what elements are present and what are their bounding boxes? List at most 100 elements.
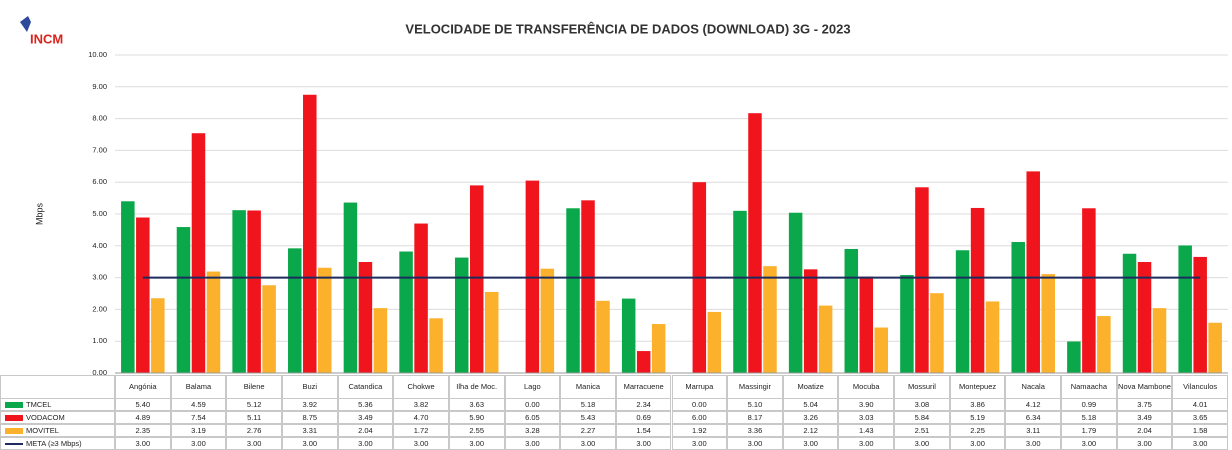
table-value: 2.12 [782, 424, 839, 437]
bar [1137, 262, 1152, 373]
table-value: 3.03 [838, 411, 895, 424]
logo: INCM [30, 31, 63, 46]
table-value: 3.00 [615, 437, 672, 450]
y-tick-label: 7.00 [92, 145, 107, 154]
table-value: 5.11 [226, 411, 282, 424]
table-value: 3.63 [448, 398, 505, 411]
legend-label: META (≥3 Mbps) [26, 438, 82, 448]
bar [358, 262, 373, 373]
y-tick-label: 4.00 [92, 241, 107, 250]
table-value: 3.00 [1172, 437, 1228, 450]
table-value: 3.00 [949, 437, 1006, 450]
table-value: 4.12 [1005, 398, 1062, 411]
table-value: 3.08 [894, 398, 950, 411]
table-value: 7.54 [170, 411, 227, 424]
table-value: 5.18 [560, 398, 616, 411]
x-tick-label: Chokwe [393, 375, 449, 399]
y-tick-label: 0.00 [92, 368, 107, 377]
bar [206, 271, 221, 373]
x-tick-label: Mossuril [894, 375, 950, 399]
table-value: 3.00 [226, 437, 282, 450]
legend-label: TMCEL [26, 399, 52, 409]
table-value: 4.89 [115, 411, 171, 424]
table-value: 3.00 [782, 437, 839, 450]
bar [247, 210, 261, 373]
legend-swatch [5, 442, 23, 445]
legend-swatch [5, 427, 23, 434]
table-value: 1.92 [671, 424, 728, 437]
table-value: 6.05 [504, 411, 561, 424]
table-value: 3.75 [1116, 398, 1173, 411]
legend-entry: META (≥3 Mbps) [0, 437, 115, 450]
table-value: 3.00 [115, 437, 171, 450]
table-value: 3.92 [281, 398, 338, 411]
bar [566, 208, 580, 373]
bar [788, 212, 803, 373]
table-value: 0.69 [615, 411, 672, 424]
table-value: 3.00 [560, 437, 616, 450]
y-tick-label: 5.00 [92, 209, 107, 218]
bar [874, 327, 889, 373]
table-value: 3.00 [671, 437, 728, 450]
table-value: 3.36 [727, 424, 783, 437]
x-tick-label: Moatize [782, 375, 839, 399]
bar [429, 318, 443, 373]
table-value: 2.51 [894, 424, 950, 437]
table-value: 0.99 [1061, 398, 1117, 411]
legend-label: MOVITEL [26, 425, 59, 435]
table-value: 3.00 [170, 437, 227, 450]
bar [232, 210, 246, 373]
bar [1178, 245, 1192, 373]
bar [707, 311, 722, 373]
bar [469, 185, 484, 373]
table-value: 3.00 [1061, 437, 1117, 450]
bar [970, 207, 985, 373]
bar [803, 269, 818, 373]
table-value: 3.00 [727, 437, 783, 450]
table-value: 3.90 [838, 398, 895, 411]
table-value: 3.00 [1005, 437, 1062, 450]
bar [399, 251, 413, 373]
table-value: 4.01 [1172, 398, 1228, 411]
legend-entry: TMCEL [0, 398, 115, 411]
table-value: 0.00 [504, 398, 561, 411]
table-value: 3.00 [393, 437, 449, 450]
bar [151, 298, 165, 373]
y-tick-label: 6.00 [92, 177, 107, 186]
bar [1097, 316, 1111, 373]
bar [484, 291, 499, 373]
bar [930, 293, 944, 373]
table-value: 3.19 [170, 424, 227, 437]
bar [262, 285, 276, 373]
x-tick-label: Catandica [337, 375, 394, 399]
bar [915, 187, 929, 373]
y-tick-label: 1.00 [92, 336, 107, 345]
legend-swatch [5, 401, 23, 408]
bar [1122, 253, 1137, 373]
table-value: 5.90 [448, 411, 505, 424]
table-value: 1.54 [615, 424, 672, 437]
table-value: 3.65 [1172, 411, 1228, 424]
x-tick-label: Bilene [226, 375, 282, 399]
bar [1193, 256, 1207, 373]
y-tick-label: 10.00 [88, 50, 107, 59]
bar [636, 351, 651, 373]
bar [748, 113, 762, 373]
logo-icon [20, 16, 31, 32]
legend-swatch [5, 414, 23, 421]
legend-entry: VODACOM [0, 411, 115, 424]
table-value: 5.43 [560, 411, 616, 424]
x-tick-label: Massingir [727, 375, 783, 399]
bar [176, 227, 191, 373]
table-value: 0.00 [671, 398, 728, 411]
x-tick-label: Marracuene [615, 375, 672, 399]
bar [985, 301, 1000, 373]
table-value: 3.49 [337, 411, 394, 424]
y-tick-label: 8.00 [92, 114, 107, 123]
table-value: 1.58 [1172, 424, 1228, 437]
table-value: 2.76 [226, 424, 282, 437]
x-tick-label: Balama [170, 375, 227, 399]
bar [343, 202, 358, 373]
table-value: 3.00 [337, 437, 394, 450]
table-value: 3.82 [393, 398, 449, 411]
